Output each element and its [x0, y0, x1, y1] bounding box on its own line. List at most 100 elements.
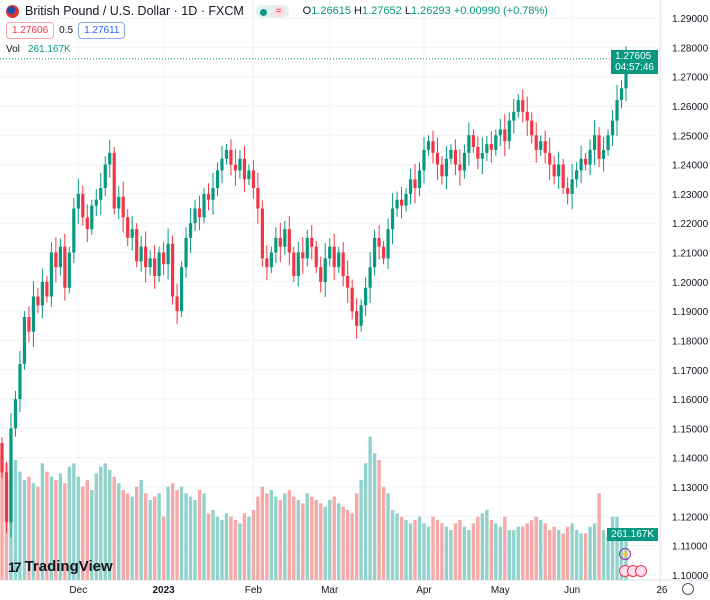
volume-bar [287, 490, 292, 580]
candle-body [566, 188, 570, 194]
candle-body [386, 229, 390, 259]
volume-bar [534, 516, 538, 580]
volume-bar [310, 496, 314, 580]
y-tick-label: 1.25000 [672, 131, 709, 142]
volume-bar [143, 493, 148, 580]
buy-button[interactable]: 1.27611 [78, 22, 126, 39]
volume-bar [345, 510, 350, 580]
volume-bar [543, 523, 547, 580]
candle-body [18, 363, 22, 400]
volume-bar [161, 516, 166, 580]
volume-bar [193, 500, 197, 580]
quote-buttons: 1.27606 0.5 1.27611 [6, 22, 126, 39]
sell-button[interactable]: 1.27606 [6, 22, 55, 39]
candle-body [597, 135, 601, 159]
volume-bar [592, 523, 597, 580]
volume-tag: 261.167K [607, 528, 658, 541]
candle-body [292, 252, 296, 276]
high-value: 1.27652 [362, 5, 402, 17]
volume-bar [525, 523, 529, 580]
us-event-flag-icon-3[interactable] [635, 565, 647, 577]
volume-bar [377, 460, 381, 580]
candle-body [157, 252, 161, 276]
candle-body [256, 188, 260, 209]
candle-body [184, 237, 188, 268]
volume-bar [372, 453, 377, 580]
volume-bar [404, 520, 408, 580]
settings-icon[interactable] [682, 583, 694, 595]
volume-bar [251, 510, 256, 580]
volume-bar [58, 473, 63, 580]
candle-body [112, 152, 116, 209]
market-status[interactable]: = [255, 4, 289, 18]
volume-bar [67, 466, 72, 580]
volume-bar [381, 486, 386, 580]
candle-body [579, 158, 583, 171]
volume-bar [90, 490, 94, 580]
candle-body [476, 146, 480, 159]
volume-bar [453, 523, 458, 580]
lightning-event-icon[interactable]: ⚡ [619, 548, 631, 560]
symbol-title[interactable]: British Pound / U.S. Dollar · 1D · FXCM [25, 4, 244, 18]
candle-body [337, 252, 341, 268]
candle-body [557, 164, 561, 177]
candle-body [606, 135, 610, 150]
volume-bar [485, 510, 489, 580]
volume-bar [45, 471, 49, 580]
y-tick-label: 1.10000 [672, 571, 709, 582]
volume-bar [283, 493, 287, 580]
candle-body [489, 144, 493, 150]
volume-bar [260, 486, 265, 580]
candle-body [373, 237, 377, 268]
x-tick-label: Jun [564, 585, 580, 596]
spread: 0.5 [59, 25, 74, 36]
candle-body [85, 217, 89, 230]
candle-body [135, 229, 139, 262]
candle-body [521, 100, 525, 112]
candle-body [570, 179, 574, 194]
candle-body [0, 443, 4, 473]
volume-bar [426, 526, 431, 580]
tradingview-logo[interactable]: 17 TradingView [8, 558, 113, 575]
candle-body [9, 428, 13, 523]
volume-bar [85, 480, 89, 580]
status-eq: = [272, 5, 285, 17]
candle-body [453, 149, 458, 165]
volume-bar [274, 496, 278, 580]
candle-body [592, 135, 597, 150]
volume-bar [166, 486, 170, 580]
volume-bar [530, 520, 534, 580]
candle-body [260, 208, 264, 259]
volume-bar [368, 436, 372, 580]
volume-bar [139, 480, 143, 580]
candle-body [480, 152, 484, 159]
candle-body [449, 149, 453, 159]
volume-bar [247, 516, 251, 580]
volume-bar [521, 526, 525, 580]
volume-bar [125, 493, 130, 580]
candle-body [247, 170, 251, 180]
candle-body [36, 296, 40, 306]
volume-bar [570, 523, 574, 580]
last-price: 1.27605 [615, 51, 652, 62]
candle-body [63, 246, 67, 288]
candle-body [323, 258, 327, 282]
volume-bar [175, 490, 179, 580]
candle-body [440, 164, 444, 177]
volume-bar [323, 506, 327, 580]
volume-bar [556, 530, 561, 580]
candle-body [238, 158, 242, 171]
volume-bar [583, 533, 588, 580]
volume-bar [63, 483, 67, 580]
y-tick-label: 1.26000 [672, 102, 709, 113]
candle-body [503, 129, 507, 142]
volume-bar [471, 523, 476, 580]
volume-bar [211, 510, 215, 580]
candle-body [296, 252, 300, 276]
volume-bar [148, 500, 152, 580]
candle-body [431, 141, 435, 153]
tradingview-mark-icon: 17 [8, 558, 22, 575]
volume-bar [301, 503, 305, 580]
candle-body [512, 111, 516, 121]
